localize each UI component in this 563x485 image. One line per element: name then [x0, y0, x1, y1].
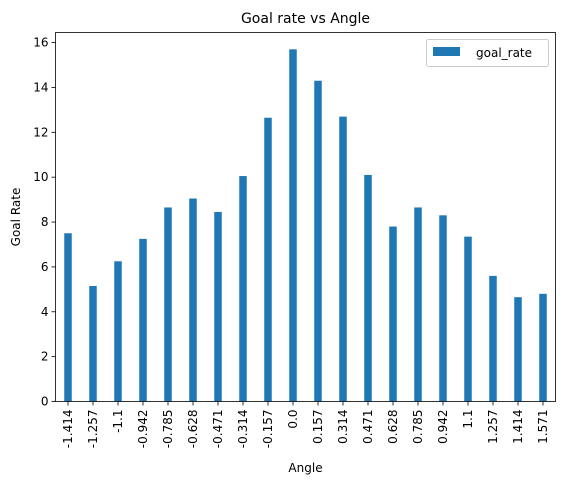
- y-tick-label: 6: [41, 260, 49, 274]
- plot-frame: [55, 32, 556, 402]
- bar-0.0: [289, 49, 297, 402]
- bar-1.1: [464, 236, 472, 402]
- bar-0.314: [339, 116, 347, 402]
- y-tick-label: 2: [41, 350, 49, 364]
- x-tick-label: 1.414: [511, 410, 525, 444]
- bar--1.1: [114, 261, 122, 402]
- x-axis: -1.414 -1.257 -1.1 -0.942 -0.785 -0.628 -0.471…: [61, 401, 550, 449]
- x-tick-label: 0.471: [361, 410, 375, 444]
- bar-0.628: [389, 226, 397, 402]
- x-tick-label: -1.257: [86, 410, 100, 449]
- x-tick-label: -0.942: [136, 410, 150, 449]
- y-tick-label: 12: [33, 125, 48, 139]
- legend: goal_rate: [426, 39, 549, 67]
- y-tick-label: 14: [33, 80, 48, 94]
- x-tick-label: 1.1: [461, 410, 475, 429]
- x-tick-label: 0.942: [436, 410, 450, 444]
- x-tick-label: -0.314: [236, 410, 250, 449]
- x-tick-label: -0.157: [261, 410, 275, 449]
- x-tick-label: 0.314: [336, 410, 350, 444]
- bar--0.785: [164, 207, 172, 402]
- x-tick-label: 0.157: [311, 410, 325, 444]
- y-tick-label: 4: [41, 305, 49, 319]
- x-tick-label: 0.785: [411, 410, 425, 444]
- bar--0.314: [239, 176, 247, 402]
- legend-swatch: [433, 47, 460, 56]
- y-axis-label: Goal Rate: [9, 188, 23, 247]
- bar--1.414: [64, 233, 72, 402]
- bar-1.571: [539, 293, 547, 402]
- bar-1.257: [489, 275, 497, 402]
- x-tick-label: 0.0: [286, 410, 300, 429]
- chart-title: Goal rate vs Angle: [241, 11, 370, 27]
- x-tick-label: -0.471: [211, 410, 225, 449]
- bar-1.414: [514, 297, 522, 402]
- bar--0.471: [214, 211, 222, 402]
- bar-0.785: [414, 207, 422, 402]
- y-tick-label: 8: [41, 215, 49, 229]
- bars-group: [64, 49, 547, 402]
- x-axis-label: Angle: [288, 461, 322, 475]
- x-tick-label: 1.571: [536, 410, 550, 444]
- bar-0.471: [364, 174, 372, 402]
- x-tick-label: -0.628: [186, 410, 200, 449]
- bar--0.942: [139, 238, 147, 402]
- bar--0.628: [189, 198, 197, 402]
- y-tick-label: 0: [41, 395, 49, 409]
- y-tick-label: 10: [33, 170, 48, 184]
- y-axis: 0 2 4 6 8 10 12 14 16: [33, 36, 56, 409]
- y-tick-label: 16: [33, 36, 48, 50]
- legend-box: [426, 39, 549, 67]
- x-tick-label: 0.628: [386, 410, 400, 444]
- x-tick-label: -1.1: [111, 410, 125, 433]
- x-tick-label: -0.785: [161, 410, 175, 449]
- bar--0.157: [264, 117, 272, 402]
- legend-label: goal_rate: [476, 46, 532, 60]
- x-tick-label: -1.414: [61, 410, 75, 449]
- bar-0.942: [439, 215, 447, 402]
- x-tick-label: 1.257: [486, 410, 500, 444]
- bar-0.157: [314, 80, 322, 402]
- bar--1.257: [89, 285, 97, 402]
